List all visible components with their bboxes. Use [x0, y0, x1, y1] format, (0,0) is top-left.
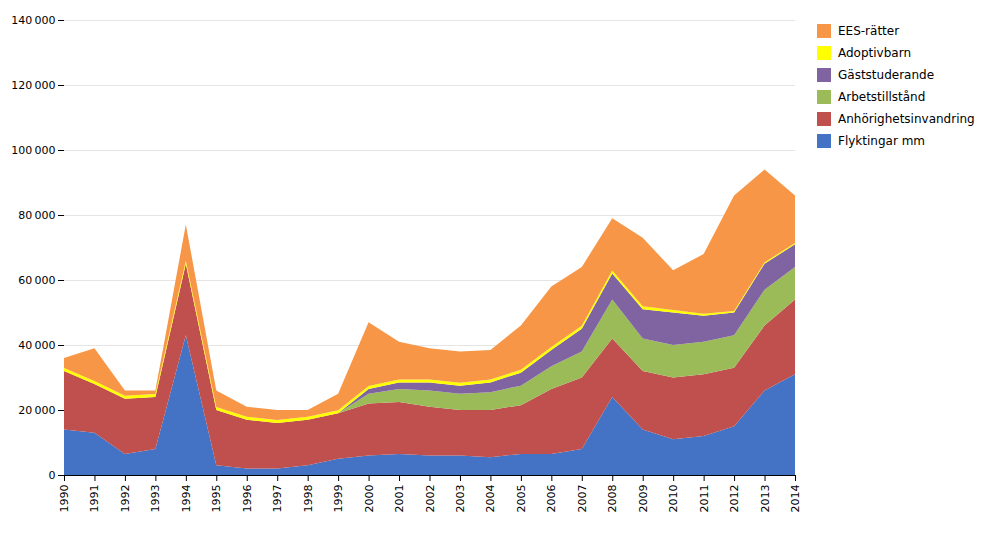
- svg-text:2014: 2014: [789, 485, 802, 513]
- svg-text:2000: 2000: [363, 485, 376, 513]
- svg-text:1998: 1998: [302, 485, 315, 513]
- svg-text:1996: 1996: [241, 485, 254, 513]
- html-text:Adoptivbarn: Adoptivbarn: [838, 46, 911, 60]
- svg-text:2007: 2007: [576, 485, 589, 513]
- html-text:EES-rätter: EES-rätter: [838, 24, 900, 38]
- svg-text:60 000: 60 000: [18, 274, 55, 287]
- svg-text:2001: 2001: [393, 485, 406, 513]
- svg-text:2006: 2006: [545, 485, 558, 513]
- svg-text:2008: 2008: [606, 485, 619, 513]
- html-text:Gäststuderande: Gäststuderande: [838, 68, 935, 82]
- svg-text:20 000: 20 000: [18, 404, 55, 417]
- svg-text:1991: 1991: [88, 485, 101, 513]
- svg-text:2012: 2012: [728, 485, 741, 513]
- svg-text:1999: 1999: [332, 485, 345, 513]
- svg-text:2002: 2002: [424, 485, 437, 513]
- svg-text:2005: 2005: [515, 485, 528, 513]
- svg-text:1990: 1990: [58, 485, 71, 513]
- svg-text:1994: 1994: [180, 485, 193, 513]
- svg-text:2009: 2009: [637, 485, 650, 513]
- html-text:Flyktingar mm: Flyktingar mm: [838, 134, 925, 148]
- svg-text:2003: 2003: [454, 485, 467, 513]
- svg-text:0: 0: [49, 469, 56, 482]
- svg-text:2013: 2013: [759, 485, 772, 513]
- svg-text:40 000: 40 000: [18, 339, 55, 352]
- svg-text:2004: 2004: [484, 485, 497, 513]
- svg-text:2011: 2011: [698, 485, 711, 513]
- svg-text:120 000: 120 000: [11, 79, 55, 92]
- svg-text:1995: 1995: [210, 485, 223, 513]
- svg-text:1992: 1992: [119, 485, 132, 513]
- html-text:Anhörighetsinvandring: Anhörighetsinvandring: [838, 112, 975, 126]
- svg-text:80 000: 80 000: [18, 209, 55, 222]
- svg-text:1997: 1997: [271, 485, 284, 513]
- html-text:Arbetstillstånd: Arbetstillstånd: [838, 90, 926, 104]
- svg-text:1993: 1993: [149, 485, 162, 513]
- svg-text:2010: 2010: [667, 485, 680, 513]
- svg-text:100 000: 100 000: [11, 144, 55, 157]
- svg-text:140 000: 140 000: [11, 14, 55, 27]
